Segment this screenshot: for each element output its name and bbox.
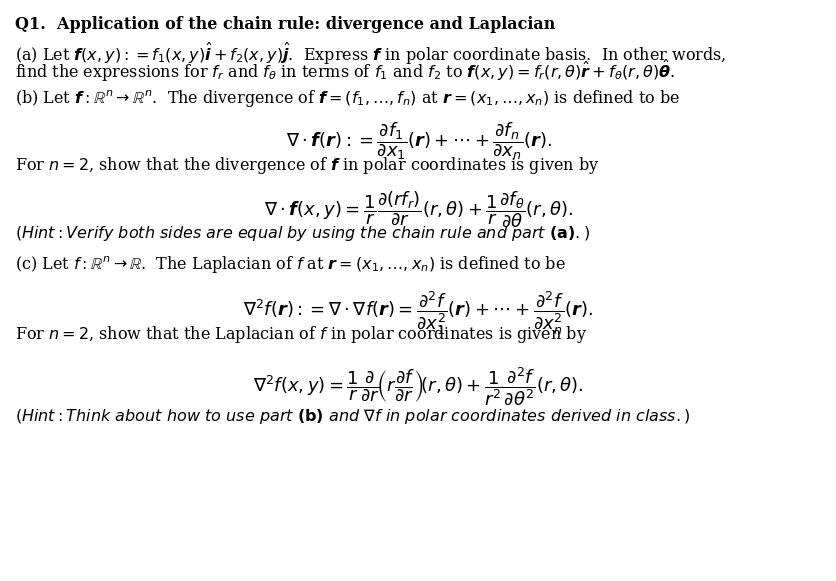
Text: $(\it{Hint: Verify\ both\ sides\ are\ equal\ by\ using\ the\ chain\ rule\ and\ p: $(\it{Hint: Verify\ both\ sides\ are\ eq… [15, 224, 589, 243]
Text: (b) Let $\boldsymbol{f} : \mathbb{R}^n \to \mathbb{R}^n$.  The divergence of $\b: (b) Let $\boldsymbol{f} : \mathbb{R}^n \… [15, 88, 680, 109]
Text: $\nabla^2 f(x,y) = \dfrac{1}{r}\dfrac{\partial}{\partial r}\!\left(r\dfrac{\part: $\nabla^2 f(x,y) = \dfrac{1}{r}\dfrac{\p… [253, 366, 583, 408]
Text: (a) Let $\boldsymbol{f}(x,y) := f_1(x,y)\hat{\boldsymbol{i}} + f_2(x,y)\hat{\bol: (a) Let $\boldsymbol{f}(x,y) := f_1(x,y)… [15, 41, 726, 67]
Text: $\nabla \cdot \boldsymbol{f}(\boldsymbol{r}) := \dfrac{\partial f_1}{\partial x_: $\nabla \cdot \boldsymbol{f}(\boldsymbol… [285, 120, 551, 162]
Text: $\nabla^2 f(\boldsymbol{r}) := \nabla \cdot \nabla f(\boldsymbol{r}) = \dfrac{\p: $\nabla^2 f(\boldsymbol{r}) := \nabla \c… [243, 289, 593, 336]
Text: find the expressions for $f_r$ and $f_\theta$ in terms of $f_1$ and $f_2$ to $\b: find the expressions for $f_r$ and $f_\t… [15, 58, 675, 84]
Text: For $n = 2$, show that the Laplacian of $f$ in polar coordinates is given by: For $n = 2$, show that the Laplacian of … [15, 324, 586, 345]
Text: For $n = 2$, show that the divergence of $\boldsymbol{f}$ in polar coordinates i: For $n = 2$, show that the divergence of… [15, 155, 599, 176]
Text: $(\it{Hint: Think\ about\ how\ to\ use\ part\ }\mathbf{(b)}\it{\ and\ }\nabla f\: $(\it{Hint: Think\ about\ how\ to\ use\ … [15, 407, 690, 426]
Text: (c) Let $f : \mathbb{R}^n \to \mathbb{R}$.  The Laplacian of $f$ at $\boldsymbol: (c) Let $f : \mathbb{R}^n \to \mathbb{R}… [15, 254, 565, 275]
Text: Q1.  Application of the chain rule: divergence and Laplacian: Q1. Application of the chain rule: diver… [15, 16, 555, 33]
Text: $\nabla \cdot \boldsymbol{f}(x,y) = \dfrac{1}{r}\dfrac{\partial(rf_r)}{\partial : $\nabla \cdot \boldsymbol{f}(x,y) = \dfr… [263, 189, 573, 229]
